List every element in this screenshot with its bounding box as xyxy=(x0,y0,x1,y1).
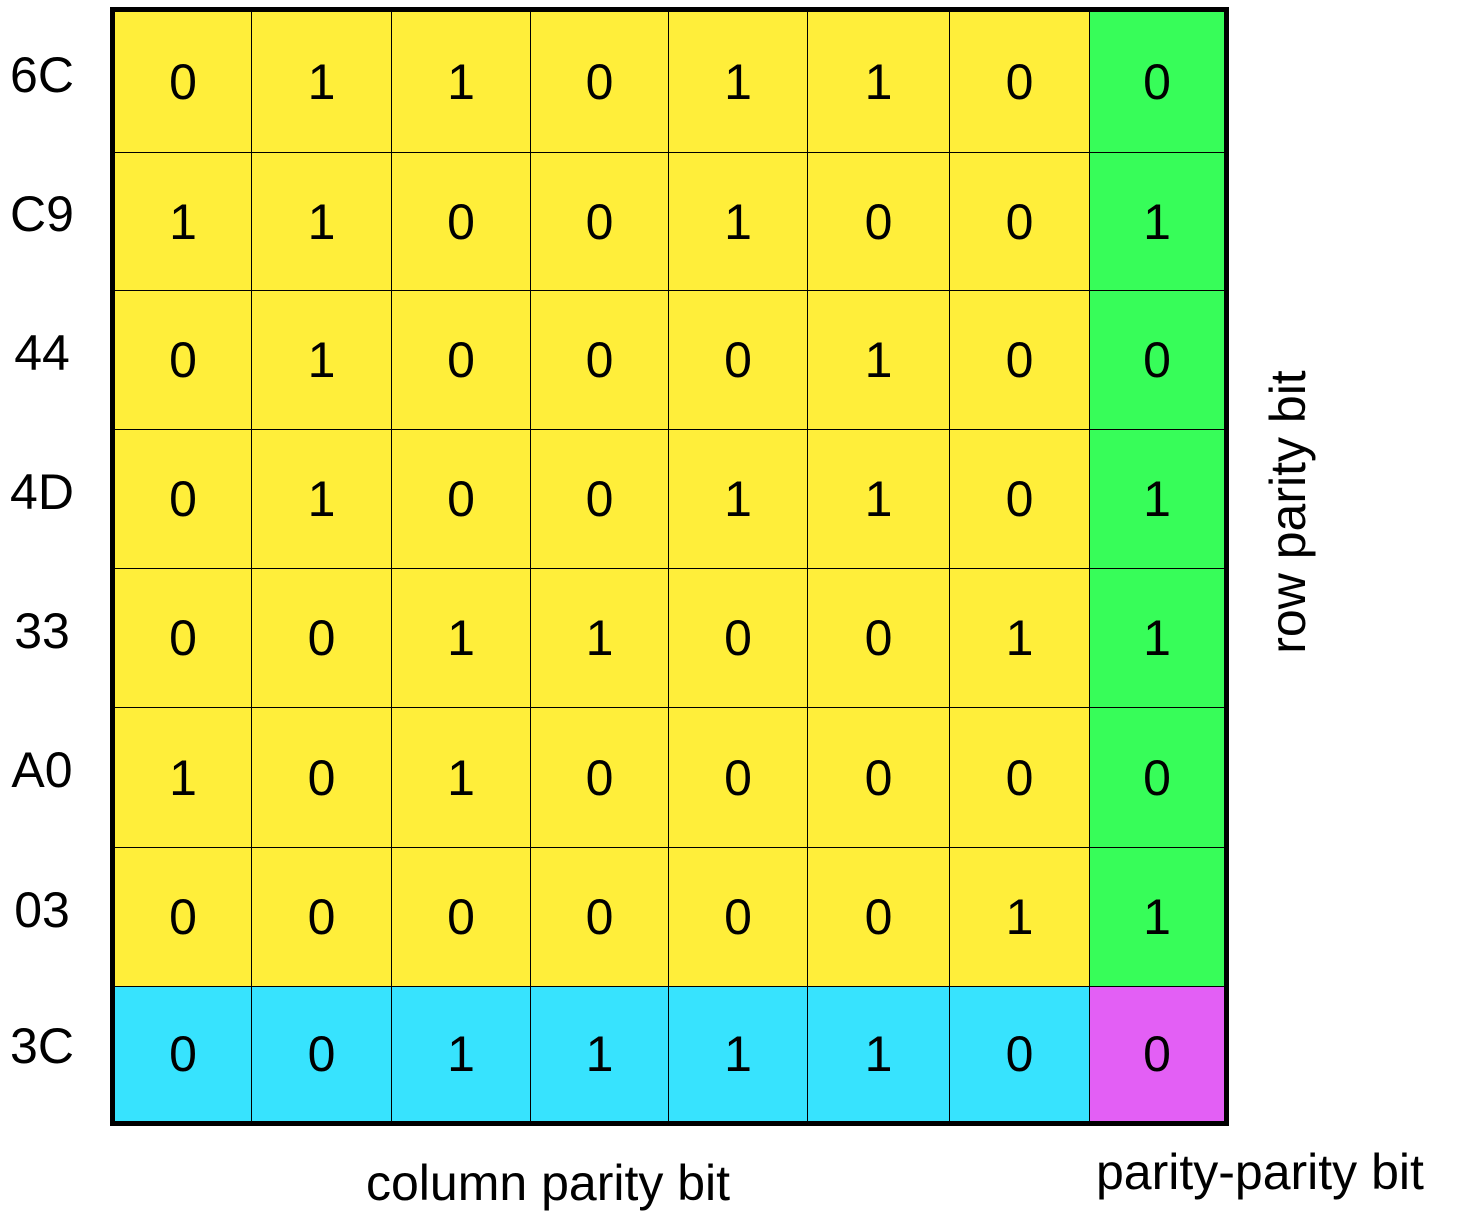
row-label: 44 xyxy=(14,324,70,381)
data-bit-cell: 0 xyxy=(808,569,950,708)
row-label: 3C xyxy=(10,1018,74,1074)
column-parity-bit-cell: 0 xyxy=(115,987,252,1121)
data-bit-cell: 0 xyxy=(669,569,808,708)
data-bit-cell: 0 xyxy=(950,153,1090,291)
data-bit-cell: 0 xyxy=(392,291,531,430)
row-parity-bit-cell: 0 xyxy=(1090,291,1224,430)
parity-parity-bit-cell: 0 xyxy=(1090,987,1224,1121)
data-bit-cell: 1 xyxy=(252,12,392,153)
data-bit-cell: 1 xyxy=(392,569,531,708)
row-label: 4D xyxy=(10,463,74,520)
data-bit-cell: 1 xyxy=(392,708,531,848)
data-bit-cell: 1 xyxy=(669,153,808,291)
data-bit-cell: 0 xyxy=(115,291,252,430)
data-bit-cell: 1 xyxy=(252,291,392,430)
data-bit-cell: 0 xyxy=(531,291,669,430)
data-bit-cell: 0 xyxy=(669,291,808,430)
data-bit-cell: 0 xyxy=(252,708,392,848)
row-parity-bit-cell: 1 xyxy=(1090,153,1224,291)
data-bit-cell: 0 xyxy=(808,153,950,291)
data-bit-cell: 0 xyxy=(669,708,808,848)
row-label: 6C xyxy=(10,46,74,103)
data-bit-cell: 0 xyxy=(252,848,392,987)
column-parity-bit-cell: 1 xyxy=(669,987,808,1121)
parity-parity-label: parity-parity bit xyxy=(1096,1144,1424,1200)
row-label: A0 xyxy=(11,742,73,798)
row-parity-label-text: row parity bit xyxy=(1260,370,1316,654)
data-bit-cell: 1 xyxy=(808,430,950,569)
data-bit-cell: 1 xyxy=(252,430,392,569)
data-bit-cell: 1 xyxy=(252,153,392,291)
data-bit-cell: 0 xyxy=(115,569,252,708)
data-bit-cell: 0 xyxy=(950,291,1090,430)
column-parity-label: column parity bit xyxy=(366,1155,731,1211)
row-parity-bit-cell: 0 xyxy=(1090,12,1224,153)
column-parity-bit-cell: 1 xyxy=(392,987,531,1121)
data-bit-cell: 1 xyxy=(531,569,669,708)
data-bit-cell: 1 xyxy=(392,12,531,153)
row-parity-bit-cell: 1 xyxy=(1090,848,1224,987)
column-parity-bit-cell: 1 xyxy=(531,987,669,1121)
data-bit-cell: 1 xyxy=(669,430,808,569)
data-bit-cell: 0 xyxy=(115,12,252,153)
data-bit-cell: 0 xyxy=(950,430,1090,569)
data-bit-cell: 0 xyxy=(115,430,252,569)
data-bit-cell: 1 xyxy=(808,291,950,430)
row-parity-bit-cell: 1 xyxy=(1090,430,1224,569)
data-bit-cell: 0 xyxy=(392,153,531,291)
data-bit-cell: 0 xyxy=(115,848,252,987)
row-label: 03 xyxy=(14,881,70,938)
data-bit-cell: 1 xyxy=(115,153,252,291)
data-bit-cell: 0 xyxy=(808,848,950,987)
data-bit-cell: 0 xyxy=(950,708,1090,848)
data-bit-cell: 0 xyxy=(531,848,669,987)
row-label: 33 xyxy=(14,602,70,659)
row-label: C9 xyxy=(10,186,74,242)
column-parity-bit-cell: 0 xyxy=(252,987,392,1121)
data-bit-cell: 1 xyxy=(669,12,808,153)
data-bit-cell: 0 xyxy=(531,708,669,848)
data-bit-cell: 0 xyxy=(531,153,669,291)
data-bit-cell: 0 xyxy=(531,430,669,569)
row-parity-bit-cell: 1 xyxy=(1090,569,1224,708)
data-bit-cell: 1 xyxy=(950,848,1090,987)
data-bit-cell: 1 xyxy=(950,569,1090,708)
column-parity-bit-cell: 0 xyxy=(950,987,1090,1121)
data-bit-cell: 0 xyxy=(950,12,1090,153)
column-parity-bit-cell: 1 xyxy=(808,987,950,1121)
data-bit-cell: 0 xyxy=(252,569,392,708)
data-bit-cell: 0 xyxy=(392,848,531,987)
data-bit-cell: 0 xyxy=(392,430,531,569)
data-bit-cell: 0 xyxy=(531,12,669,153)
data-bit-cell: 1 xyxy=(808,12,950,153)
data-bit-cell: 0 xyxy=(669,848,808,987)
row-parity-bit-cell: 0 xyxy=(1090,708,1224,848)
data-bit-cell: 0 xyxy=(808,708,950,848)
data-bit-cell: 1 xyxy=(115,708,252,848)
